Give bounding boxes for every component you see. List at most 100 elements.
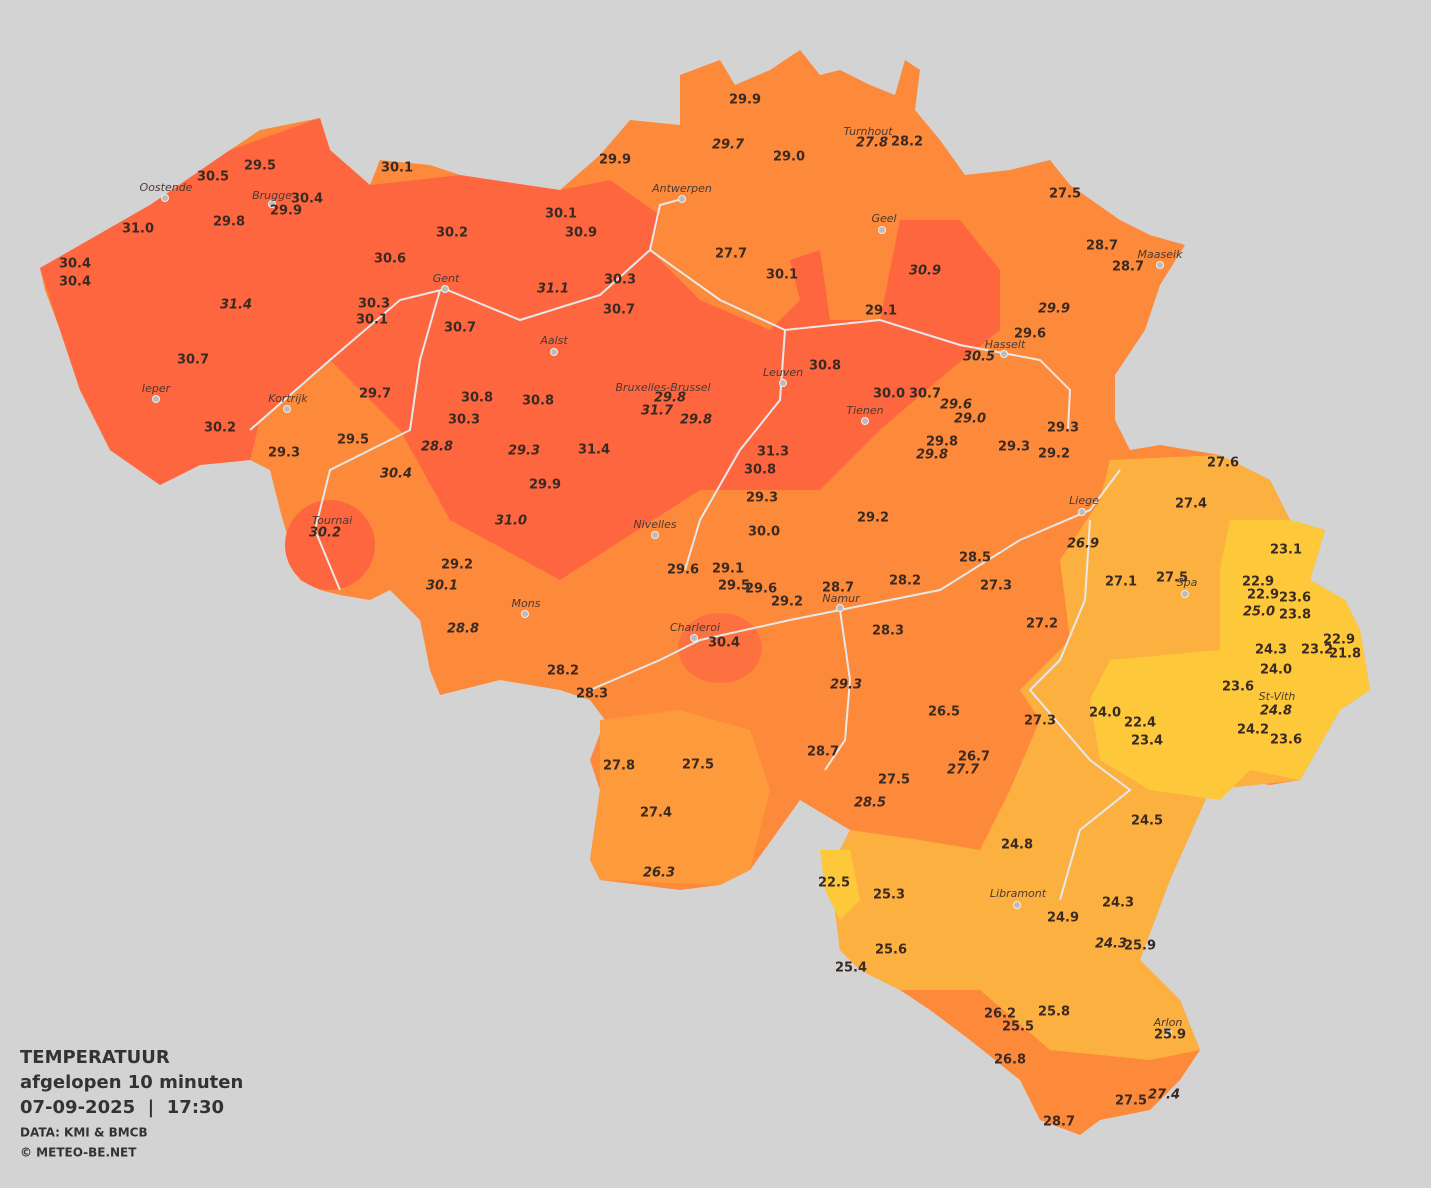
city-dot [690,634,698,642]
temperature-reading: 30.9 [565,226,597,241]
readings: 29.929.729.027.8 28.229.530.530.129.930.4… [59,93,1361,1130]
temperature-reading: 29.0 [954,412,986,427]
temperature-reading: 29.9 [1038,302,1070,317]
temperature-reading: 29.8 [680,413,712,428]
temperature-reading: 30.1 [545,207,577,222]
city-label: Antwerpen [651,182,712,195]
temperature-reading: 25.6 [875,943,907,958]
city-label: Geel [871,212,896,225]
temperature-reading: 27.5 [1115,1094,1147,1109]
temperature-reading: 28.3 [872,624,904,639]
temperature-reading: 30.1 [426,579,458,594]
temperature-reading: 29.7 [359,387,391,402]
temperature-reading: 27.5 [1156,571,1188,586]
temperature-reading: 28.7 [807,745,839,760]
temperature-reading: 29.8 [926,435,958,450]
city-dot [152,395,160,403]
temperature-reading: 25.0 [1243,605,1275,620]
temperature-reading: 31.4 [220,298,252,313]
temperature-reading: 29.5 [337,433,369,448]
temperature-reading: 30.7 [909,387,941,402]
city-label: Leuven [763,366,803,379]
temperature-reading: 29.2 [771,595,803,610]
city-dot [161,194,169,202]
city-dot [550,348,558,356]
temperature-reading: 27.5 [682,758,714,773]
city-label: Charleroi [670,621,720,634]
city-label: Spa [1177,576,1198,589]
rivers [249,198,1132,901]
city-label: Arlon [1153,1016,1183,1029]
temperature-reading: 30.3 [604,273,636,288]
city-label: Aalst [539,334,568,347]
temperature-reading: 22.9 [1247,588,1279,603]
temperature-reading: 25.5 [1002,1020,1034,1035]
temperature-reading: 24.3 [1255,643,1287,658]
river [649,249,1072,431]
city-dot [861,417,869,425]
temperature-reading: 29.2 [1038,447,1070,462]
temperature-reading: 29.3 [268,446,300,461]
city-dot [779,379,787,387]
city-label: Turnhout [843,125,893,138]
river [1028,519,1132,901]
temperature-reading: 30.2 [436,226,468,241]
temperature-reading: 28.2 [891,135,923,150]
city-dot [1164,1028,1172,1036]
river [684,329,786,571]
legend-copyright: © METEO-BE.NET [20,1146,137,1160]
temperature-reading: 27.8 [603,759,635,774]
city-dot [1000,350,1008,358]
city-dot [836,604,844,612]
temperature-reading: 30.7 [603,303,635,318]
city-dot [268,200,276,208]
temperature-reading: 30.6 [374,252,406,267]
temperature-reading: 24.2 [1237,723,1269,738]
temperature-reading: 29.3 [998,440,1030,455]
river [313,289,441,591]
city-dot [283,405,291,413]
temperature-reading: 30.4 [59,275,91,290]
temperature-reading: 29.2 [441,558,473,573]
temperature-reading: 29.3 [1047,421,1079,436]
city-label: Ieper [142,382,172,395]
city-dot [1181,590,1189,598]
city-dot [1078,508,1086,516]
temperature-reading: 24.8 [1001,838,1033,853]
temperature-reading: 30.4 [380,467,412,482]
temperature-reading: 22.9 [1242,575,1274,590]
legend-datetime: 07-09-2025 | 17:30 [20,1097,224,1118]
temperature-reading: 30.8 [744,463,776,478]
temperature-reading: 28.3 [576,687,608,702]
temperature-reading: 28.5 [854,796,886,811]
temperature-reading: 24.3 [1095,937,1127,952]
zone-cool [1090,520,1370,800]
temperature-reading: 24.5 [1131,814,1163,829]
temperature-reading: 30.3 [448,413,480,428]
temperature-reading: 31.7 [641,404,674,419]
temperature-reading: 30.8 [522,394,554,409]
temperature-reading: 21.8 [1329,647,1361,662]
temperature-reading: 25.9 [1124,939,1156,954]
temperature-reading: 30.4 [59,257,91,272]
temperature-reading: 24.0 [1260,663,1292,678]
temperature-reading: 29.3 [830,678,862,693]
temperature-reading: 30.2 [309,526,341,541]
temperature-reading: 28.7 [822,581,854,596]
temperature-reading: 30.7 [444,321,476,336]
legend-title: TEMPERATUUR [20,1047,170,1068]
temperature-reading: 22.5 [818,876,850,891]
city-label: Gent [433,272,460,285]
temperature-reading: 24.8 [1260,704,1292,719]
temperature-reading: 27.7 [715,247,747,262]
temperature-reading: 23.6 [1222,680,1254,695]
city-label: Namur [822,592,861,605]
temperature-reading: 30.8 [461,391,493,406]
temperature-reading: 30.1 [766,268,798,283]
temperature-reading: 25.3 [873,888,905,903]
temperature-reading: 22.4 [1124,716,1156,731]
city-dot [441,285,449,293]
temperature-reading: 29.8 [654,391,686,406]
temperature-reading: 23.8 [1279,608,1311,623]
